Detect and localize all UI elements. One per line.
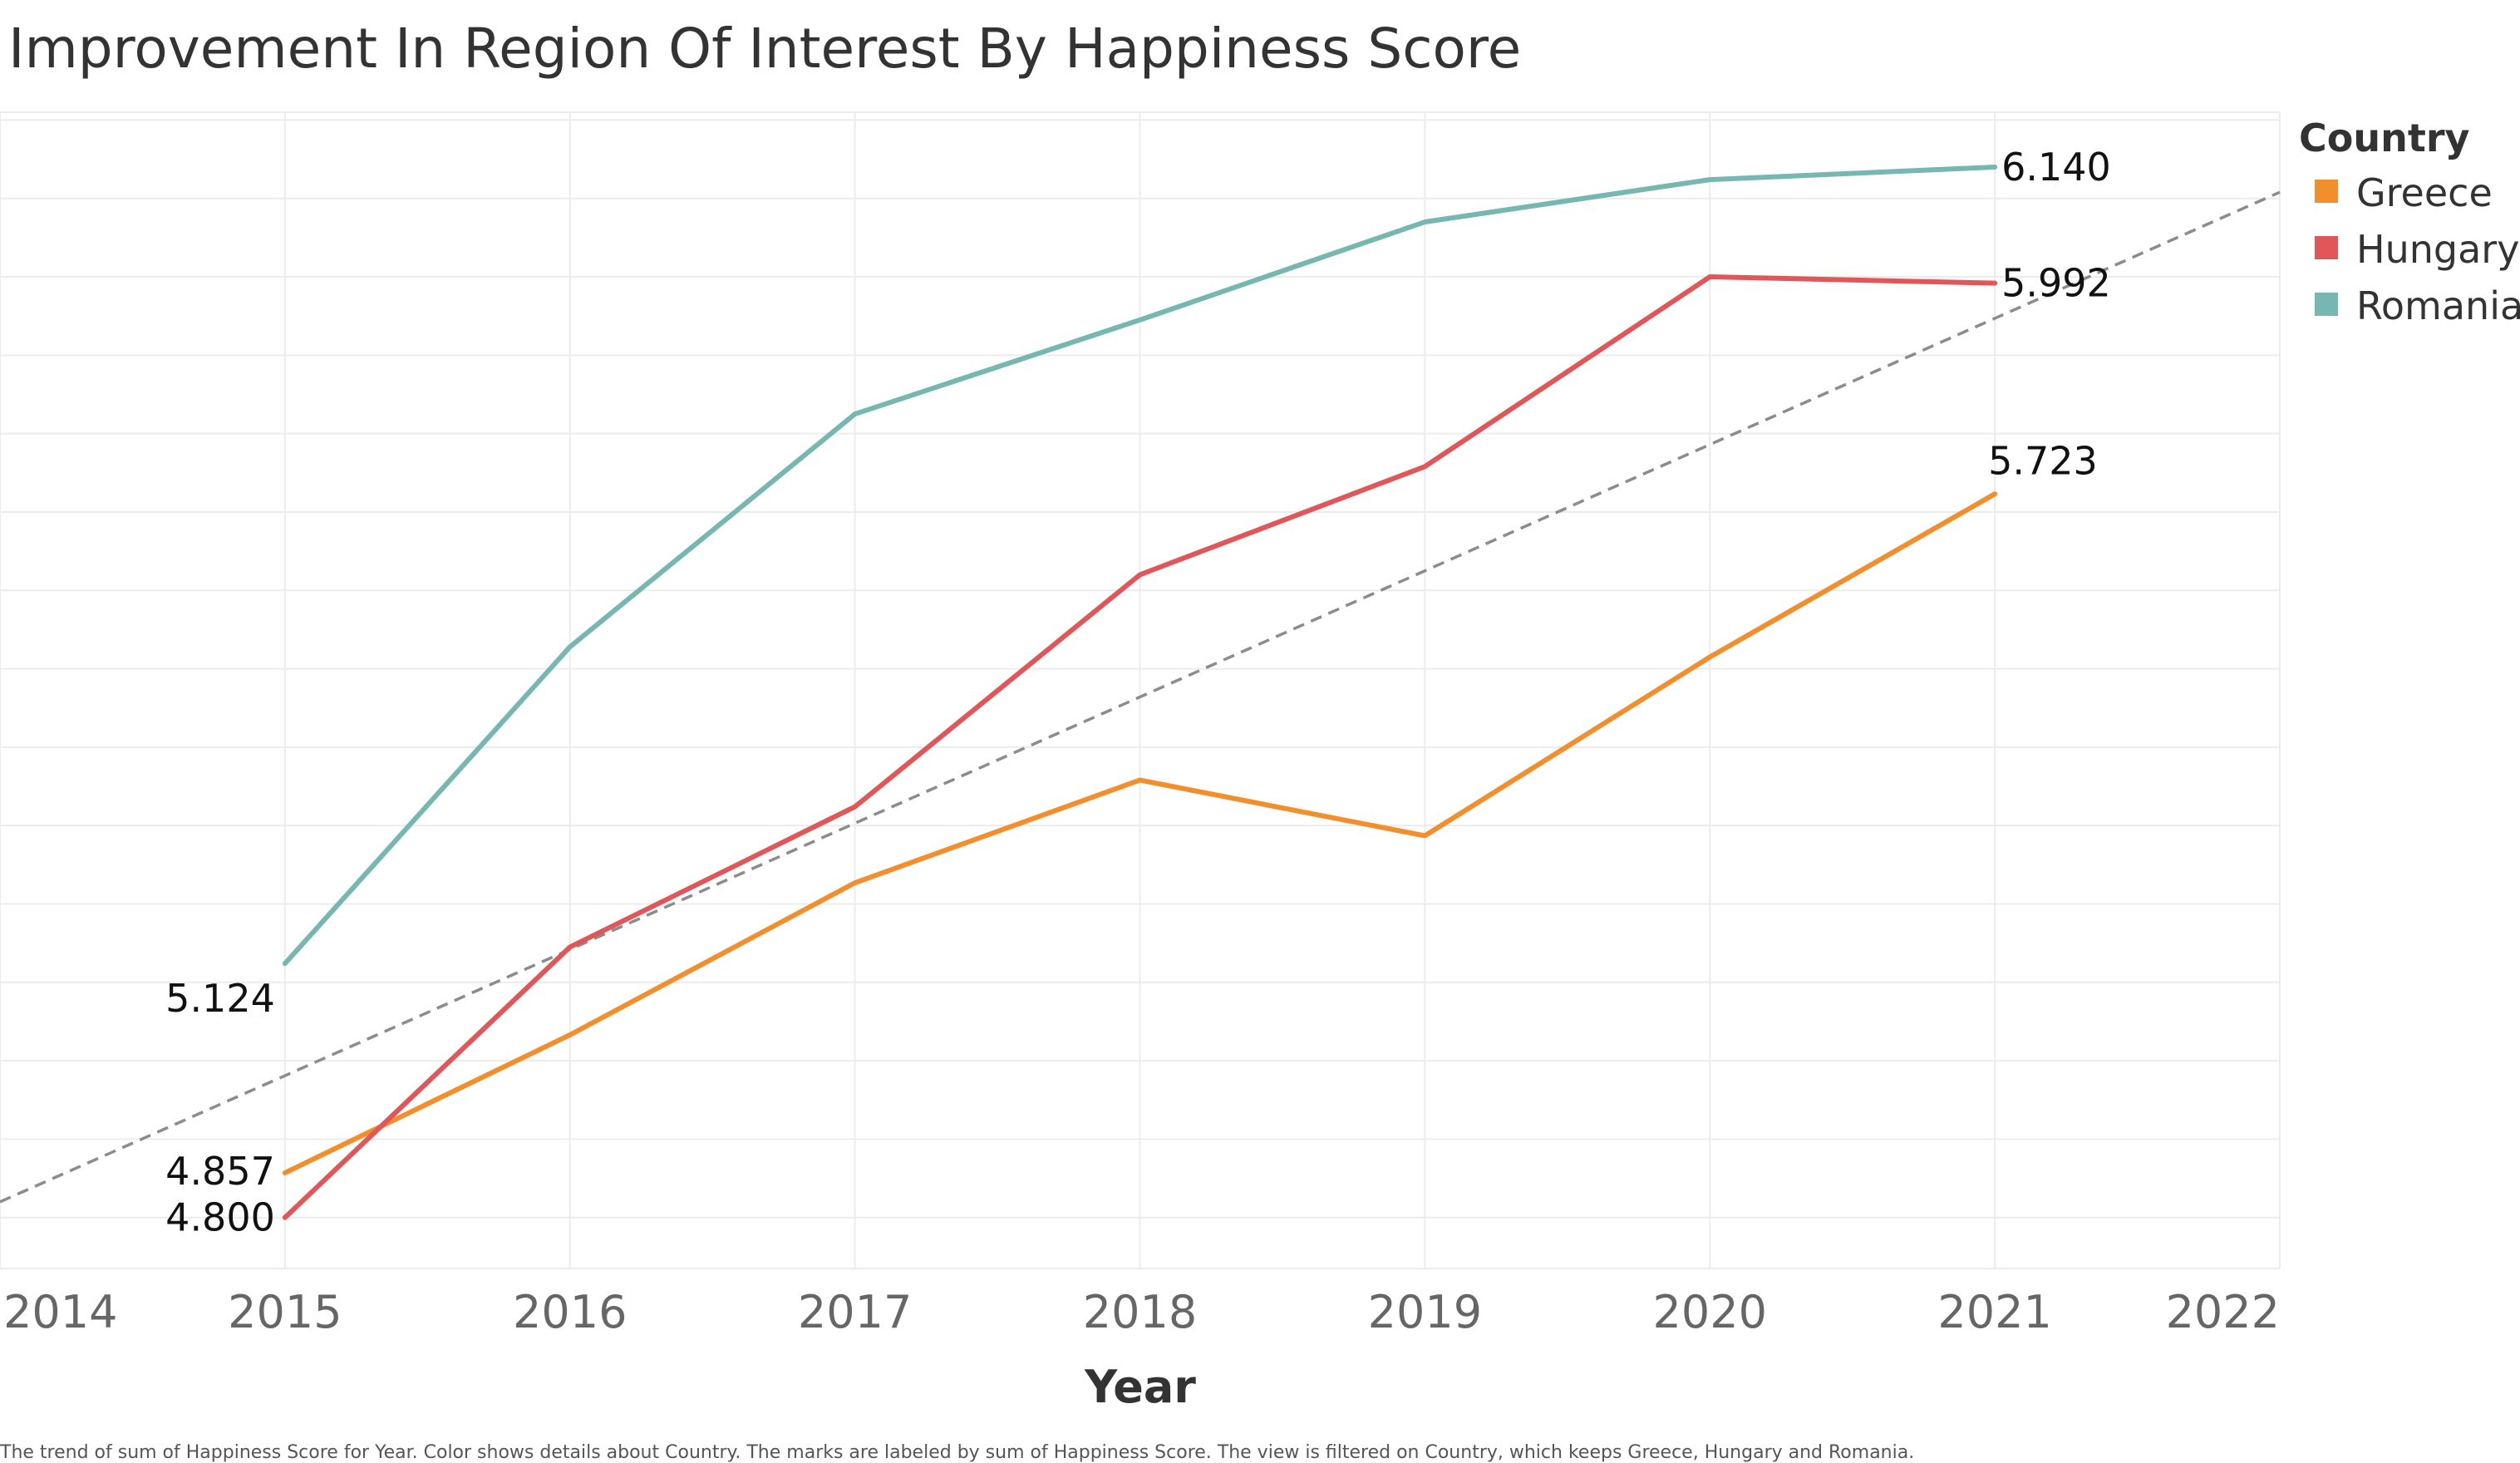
x-tick-label: 2018 bbox=[1083, 1286, 1197, 1338]
series-layer bbox=[282, 165, 1998, 1220]
data-label-romania: 5.124 bbox=[165, 976, 275, 1021]
x-tick-label: 2015 bbox=[228, 1286, 342, 1338]
legend-swatch-hungary bbox=[2315, 236, 2338, 259]
data-label-hungary: 4.800 bbox=[165, 1195, 275, 1240]
trend-line bbox=[0, 190, 2281, 1204]
x-tick-label: 2020 bbox=[1653, 1286, 1767, 1338]
legend: Country Greece Hungary Romania bbox=[2299, 116, 2520, 328]
x-tick-label: 2014 bbox=[3, 1286, 117, 1338]
data-label-hungary: 5.992 bbox=[2001, 261, 2111, 306]
legend-label-greece: Greece bbox=[2356, 170, 2493, 215]
x-tick-label: 2021 bbox=[1937, 1286, 2051, 1338]
legend-swatch-romania bbox=[2315, 293, 2338, 316]
series-line-hungary bbox=[282, 274, 1998, 1220]
x-axis: 2014 2015 2016 2017 2018 2019 2020 2021 2022 Year bbox=[3, 1286, 2280, 1413]
trend-line-layer bbox=[0, 190, 2281, 1204]
legend-swatch-greece bbox=[2315, 180, 2338, 203]
x-tick-label: 2017 bbox=[798, 1286, 912, 1338]
series-line-romania bbox=[282, 165, 1998, 967]
legend-title: Country bbox=[2299, 116, 2470, 160]
data-label-romania: 6.140 bbox=[2001, 145, 2111, 190]
data-label-greece: 5.723 bbox=[1988, 438, 2098, 483]
legend-label-romania: Romania bbox=[2356, 283, 2520, 328]
x-tick-label: 2022 bbox=[2166, 1286, 2280, 1338]
data-label-greece: 4.857 bbox=[165, 1149, 275, 1194]
chart-caption: The trend of sum of Happiness Score for … bbox=[0, 1442, 1915, 1463]
legend-label-hungary: Hungary bbox=[2356, 227, 2519, 272]
series-line-greece bbox=[282, 491, 1998, 1175]
chart-title: Improvement In Region Of Interest By Hap… bbox=[8, 17, 1522, 81]
gridlines bbox=[0, 111, 2281, 1269]
x-tick-label: 2016 bbox=[513, 1286, 627, 1338]
x-tick-label: 2019 bbox=[1368, 1286, 1482, 1338]
data-labels: 4.857 5.723 4.800 5.992 5.124 6.140 bbox=[165, 145, 2111, 1240]
x-axis-title: Year bbox=[1084, 1361, 1196, 1413]
